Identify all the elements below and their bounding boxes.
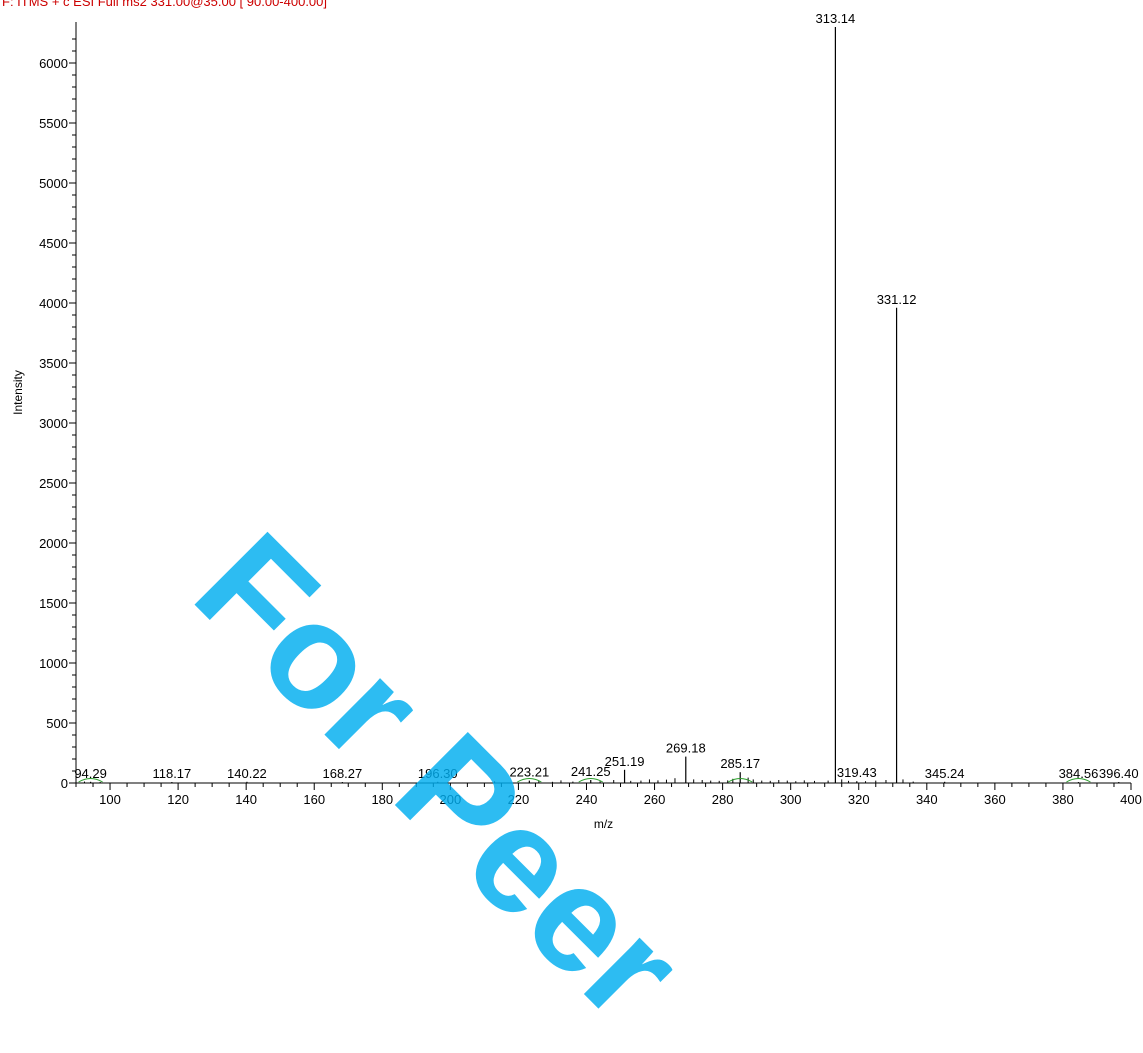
x-axis-title: m/z	[594, 817, 613, 831]
peak-label: 285.17	[720, 756, 760, 771]
peak-annotation-arc	[578, 778, 603, 783]
x-tick-label: 360	[984, 792, 1006, 807]
x-tick-label: 220	[508, 792, 530, 807]
x-tick-label: 300	[780, 792, 802, 807]
peak-label: 345.24	[925, 766, 965, 781]
x-tick-label: 120	[167, 792, 189, 807]
peak-label: 140.22	[227, 766, 267, 781]
peak-label: 118.17	[152, 766, 191, 781]
x-tick-label: 340	[916, 792, 938, 807]
x-tick-label: 260	[644, 792, 666, 807]
x-tick-label: 200	[440, 792, 462, 807]
y-tick-label: 1500	[39, 596, 68, 611]
x-tick-label: 400	[1120, 792, 1142, 807]
x-tick-label: 380	[1052, 792, 1074, 807]
peak-label: 94.29	[74, 766, 107, 781]
peak-annotation-arc	[727, 778, 753, 783]
x-tick-label: 160	[303, 792, 325, 807]
x-tick-label: 100	[99, 792, 121, 807]
peak-label: 384.56	[1059, 766, 1099, 781]
peak-label: 269.18	[666, 741, 706, 756]
y-tick-label: 4000	[39, 296, 68, 311]
x-tick-label: 180	[371, 792, 393, 807]
peak-annotation-arc	[78, 778, 103, 783]
peak-label: 241.25	[571, 764, 611, 779]
y-tick-label: 3500	[39, 356, 68, 371]
peak-label: 168.27	[322, 766, 362, 781]
scan-filter-text: F: ITMS + c ESI Full ms2 331.00@35.00 [ …	[2, 0, 327, 9]
peak-label: 223.21	[509, 765, 549, 780]
peak-label: 196.30	[418, 766, 458, 781]
peak-label: 313.14	[816, 11, 856, 26]
x-tick-label: 320	[848, 792, 870, 807]
peak-annotation-arc	[1066, 778, 1091, 783]
mass-spectrum-chart: 0 500 1000 1500 2000 2500 3000 3500 4000 4500 5000…	[11, 11, 1142, 831]
x-tick-label: 240	[576, 792, 598, 807]
peak-label: 251.19	[605, 754, 645, 769]
y-tick-label: 0	[61, 776, 68, 791]
x-tick-label: 140	[235, 792, 257, 807]
peak-annotation-arc	[517, 778, 542, 783]
y-tick-label: 500	[46, 716, 68, 731]
y-tick-label: 3000	[39, 416, 68, 431]
peak-label: 331.12	[877, 292, 917, 307]
y-tick-label: 5500	[39, 116, 68, 131]
y-tick-label: 1000	[39, 656, 68, 671]
y-tick-label: 6000	[39, 56, 68, 71]
y-tick-label: 5000	[39, 176, 68, 191]
y-axis-title: Intensity	[11, 370, 25, 415]
y-tick-label: 4500	[39, 236, 68, 251]
y-tick-label: 2500	[39, 476, 68, 491]
x-tick-label: 280	[712, 792, 734, 807]
peak-label: 396.40	[1099, 766, 1139, 781]
y-tick-label: 2000	[39, 536, 68, 551]
peak-label: 319.43	[837, 765, 877, 780]
